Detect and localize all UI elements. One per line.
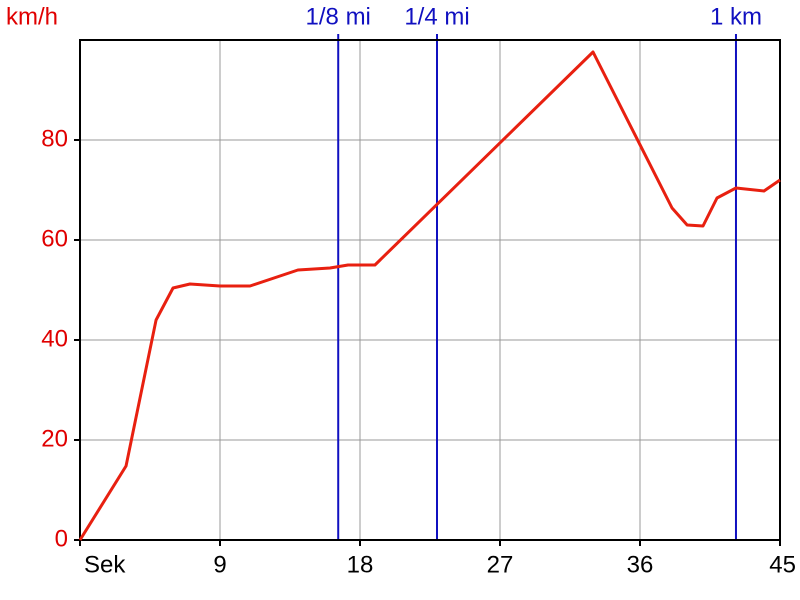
y-tick-label: 20	[41, 425, 68, 452]
y-tick-label: 60	[41, 225, 68, 252]
x-tick-label: 18	[347, 551, 374, 578]
plot-border	[79, 39, 781, 541]
y-tick-label: 0	[55, 525, 68, 552]
x-tick-label: 27	[487, 551, 514, 578]
x-tick-label: Sek	[84, 551, 126, 578]
y-tick-label: 80	[41, 125, 68, 152]
y-axis-label: km/h	[6, 3, 58, 30]
distance-marker-label: 1/8 mi	[306, 3, 371, 30]
x-tick-label: 9	[213, 551, 226, 578]
y-tick-label: 40	[41, 325, 68, 352]
distance-marker-label: 1/4 mi	[404, 3, 469, 30]
x-tick-label: 45	[769, 551, 796, 578]
speed-line	[78, 50, 781, 541]
x-tick-label: 36	[627, 551, 654, 578]
distance-marker-label: 1 km	[710, 3, 762, 30]
